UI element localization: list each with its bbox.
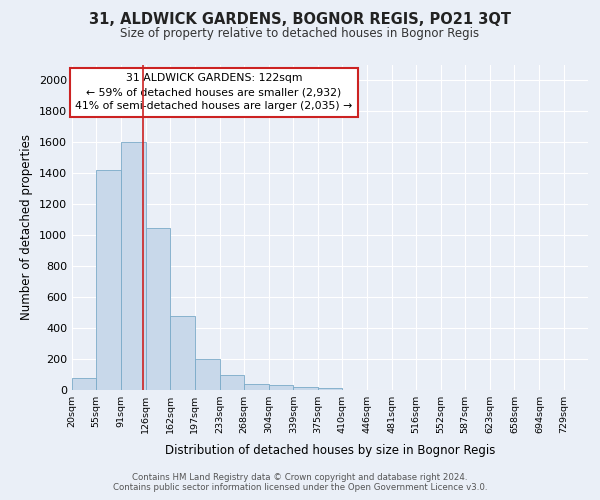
Bar (293, 387, 318, 390)
Bar (72, 378, 96, 390)
Text: 31 ALDWICK GARDENS: 122sqm
← 59% of detached houses are smaller (2,932)
41% of s: 31 ALDWICK GARDENS: 122sqm ← 59% of deta… (75, 73, 353, 111)
Bar (269, 386, 293, 390)
Bar (220, 374, 244, 390)
Bar (121, 142, 146, 390)
Bar (318, 388, 343, 390)
X-axis label: Distribution of detached houses by size in Bognor Regis: Distribution of detached houses by size … (165, 444, 495, 458)
Text: Size of property relative to detached houses in Bognor Regis: Size of property relative to detached ho… (121, 28, 479, 40)
Text: Contains HM Land Registry data © Crown copyright and database right 2024.
Contai: Contains HM Land Registry data © Crown c… (113, 473, 487, 492)
Bar (195, 359, 220, 390)
Y-axis label: Number of detached properties: Number of detached properties (20, 134, 34, 320)
Bar (244, 384, 269, 390)
Bar (96, 170, 121, 390)
Bar (146, 228, 170, 390)
Text: 31, ALDWICK GARDENS, BOGNOR REGIS, PO21 3QT: 31, ALDWICK GARDENS, BOGNOR REGIS, PO21 … (89, 12, 511, 28)
Bar (170, 316, 195, 390)
